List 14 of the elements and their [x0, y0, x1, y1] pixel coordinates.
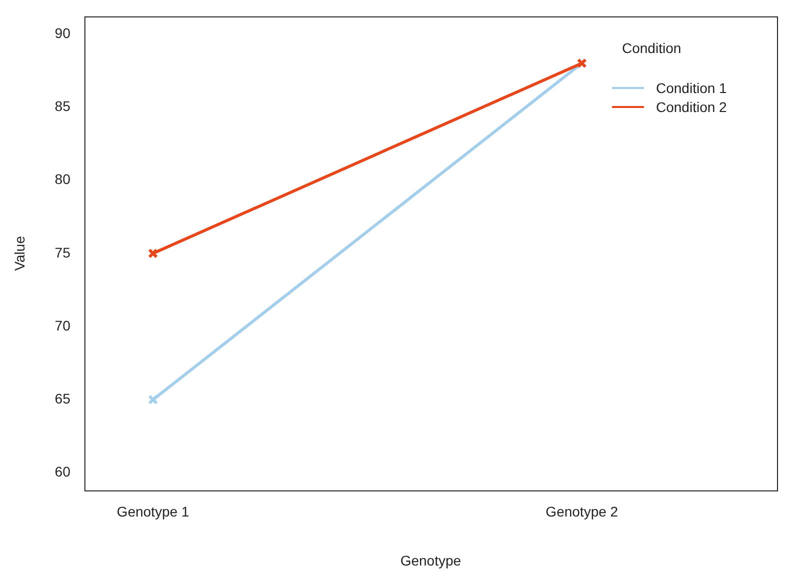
y-axis-title: Value	[11, 236, 28, 271]
x-axis-title: Genotype	[400, 552, 462, 568]
y-tick-label: 65	[54, 390, 71, 407]
y-tick-label: 80	[54, 171, 71, 188]
y-tick-label: 90	[54, 24, 71, 41]
y-tick-label: 75	[54, 244, 71, 260]
legend-label: Condition 1	[656, 80, 727, 96]
y-tick-label: 85	[54, 98, 71, 114]
y-tick-label: 60	[54, 464, 71, 480]
y-tick-label: 70	[54, 317, 71, 334]
legend-label: Condition 2	[656, 98, 727, 114]
x-tick-label: Genotype 1	[116, 504, 190, 520]
x-tick-label: Genotype 2	[546, 504, 618, 520]
legend-title: Condition	[622, 40, 682, 56]
